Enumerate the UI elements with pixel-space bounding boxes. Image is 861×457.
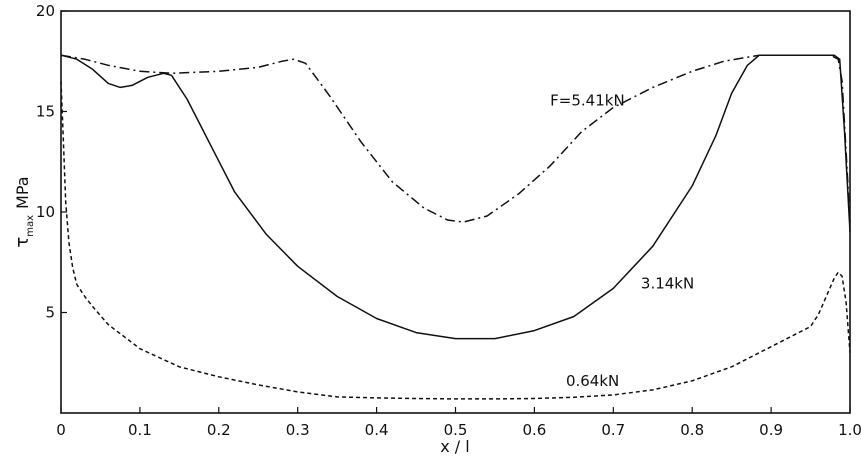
x-tick-label: 0.3	[286, 421, 310, 439]
x-tick-label: 0.8	[680, 421, 704, 439]
series-labels: F=5.41kN 3.14kN 0.64kN	[550, 91, 694, 389]
plot-frame	[60, 10, 851, 414]
svg-text:τmaxMPa: τmax MPa	[12, 176, 36, 247]
y-axis-label-subscript: max	[25, 215, 36, 237]
x-tick-label: 0	[56, 421, 66, 439]
series-line	[60, 54, 851, 340]
y-axis-label-unit: MPa	[13, 176, 32, 209]
y-tick-label: 5	[45, 304, 55, 322]
x-tick-label: 1.0	[838, 421, 861, 439]
x-tick-label: 0.5	[444, 421, 468, 439]
series-layer	[60, 54, 851, 400]
y-tick-label: 20	[36, 2, 55, 20]
series-label: F=5.41kN	[550, 91, 625, 109]
y-tick-label: 10	[36, 203, 55, 221]
series-label: 0.64kN	[566, 372, 619, 390]
x-axis-label: x / l	[440, 437, 469, 456]
y-tick-label: 15	[36, 103, 55, 121]
series-line	[60, 81, 851, 400]
x-tick-label: 0.1	[128, 421, 152, 439]
y-axis-ticks: 5 10 15 20	[36, 2, 67, 322]
x-tick-label: 0.6	[522, 421, 546, 439]
x-tick-label: 0.2	[207, 421, 231, 439]
y-axis-label-symbol: τ	[12, 237, 33, 248]
series-line	[60, 54, 851, 223]
x-axis-ticks: 0 0.1 0.2 0.3 0.4 0.5 0.6 0.7 0.8 0.9 1.0	[56, 407, 861, 439]
x-tick-label: 0.4	[365, 421, 389, 439]
x-tick-label: 0.7	[601, 421, 625, 439]
y-axis-label: τmax MPa	[12, 176, 36, 247]
x-tick-label: 0.9	[759, 421, 783, 439]
series-label: 3.14kN	[641, 274, 694, 292]
